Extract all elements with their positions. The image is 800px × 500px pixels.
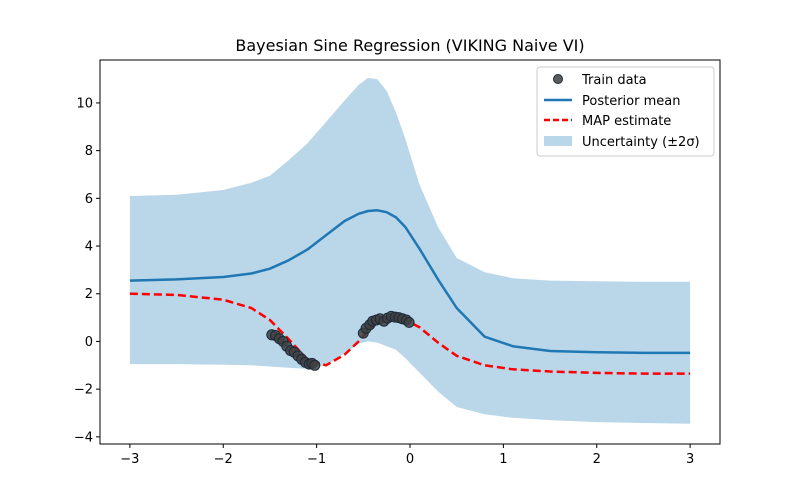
legend-map-estimate-label: MAP estimate — [582, 114, 671, 129]
x-tick-label: 1 — [499, 452, 507, 467]
y-tick-label: 8 — [85, 144, 93, 159]
x-tick-label: 3 — [686, 452, 694, 467]
plot-area — [129, 77, 691, 424]
y-tick-label: 4 — [85, 240, 93, 255]
legend-box — [536, 66, 715, 157]
y-tick-label: 2 — [85, 287, 93, 302]
y-tick-label: 10 — [76, 96, 93, 111]
legend-posterior-mean-label: Posterior mean — [582, 94, 680, 109]
chart-title: Bayesian Sine Regression (VIKING Naive V… — [235, 36, 584, 55]
x-tick-label: 0 — [406, 452, 414, 467]
legend-uncertainty-label: Uncertainty (±2σ) — [582, 135, 700, 150]
y-tick-label: −2 — [74, 383, 93, 398]
posterior-mean-line — [129, 209, 691, 355]
x-tick-label: −2 — [214, 452, 233, 467]
y-tick-label: 6 — [85, 192, 93, 207]
x-tick-label: −1 — [307, 452, 326, 467]
legend: Train data Posterior mean MAP estimate U… — [536, 66, 715, 157]
legend-train-data-label: Train data — [581, 73, 647, 88]
y-tick-label: 0 — [85, 335, 93, 350]
train-data-point — [403, 316, 415, 328]
x-axis: −3 −2 −1 0 1 2 3 — [120, 444, 694, 467]
train-data-points — [266, 310, 415, 371]
x-tick-label: −3 — [120, 452, 139, 467]
y-tick-label: −4 — [74, 430, 93, 445]
y-axis: −4 −2 0 2 4 6 8 10 — [74, 96, 100, 445]
x-tick-label: 2 — [593, 452, 601, 467]
legend-train-data-marker — [553, 74, 563, 84]
train-data-point — [309, 359, 321, 371]
legend-uncertainty-swatch — [544, 136, 572, 146]
